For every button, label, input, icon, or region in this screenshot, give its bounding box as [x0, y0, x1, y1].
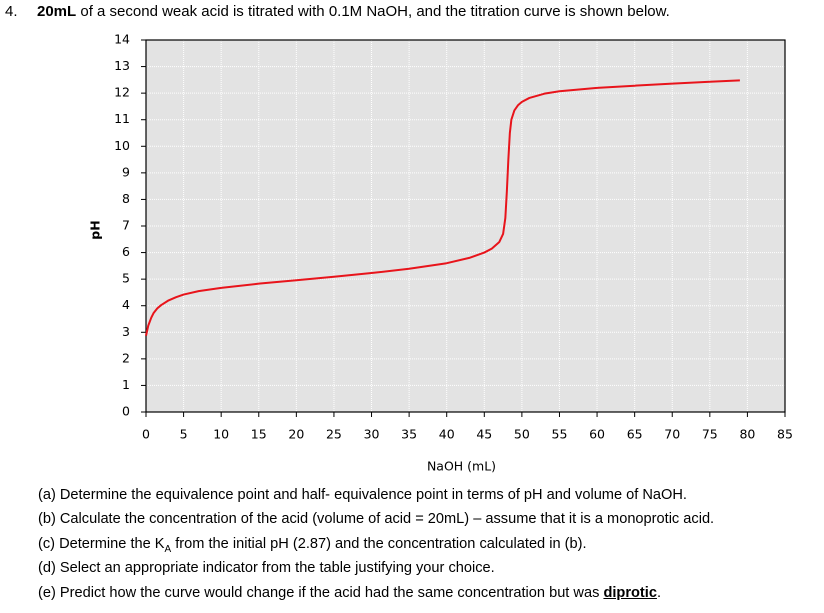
- y-tick-label: 5: [122, 271, 130, 286]
- x-tick-label: 85: [777, 427, 793, 442]
- part: (c) Determine the KA from the initial pH…: [38, 534, 714, 558]
- x-tick-label: 50: [514, 427, 530, 442]
- y-tick-label: 0: [122, 404, 130, 419]
- question: 4. 20mL of a second weak acid is titrated…: [5, 3, 670, 20]
- y-tick-label: 11: [114, 111, 130, 126]
- y-tick-label: 9: [122, 164, 130, 179]
- x-tick-label: 25: [326, 427, 342, 442]
- y-tick-label: 4: [122, 297, 130, 312]
- y-tick-label: 8: [122, 191, 130, 206]
- y-tick-label: 3: [122, 324, 130, 339]
- y-tick-label: 10: [114, 138, 130, 153]
- question-bold: 20mL: [37, 3, 77, 20]
- x-tick-label: 70: [664, 427, 680, 442]
- y-tick-label: 6: [122, 244, 130, 259]
- plot-area: [146, 40, 785, 412]
- part-sub: A: [164, 543, 172, 555]
- x-tick-label: 0: [142, 427, 150, 442]
- x-tick-label: 20: [288, 427, 304, 442]
- y-tick-label: 12: [114, 85, 130, 100]
- part: (a) Determine the equivalence point and …: [38, 485, 714, 509]
- part: (b) Calculate the concentration of the a…: [38, 509, 714, 533]
- question-number: 4.: [5, 3, 18, 20]
- part-text: .: [656, 584, 662, 601]
- x-tick-label: 5: [180, 427, 188, 442]
- part: (e) Predict how the curve would change i…: [38, 583, 714, 607]
- y-tick-label: 2: [122, 350, 130, 365]
- part-text: (d) Select an appropriate indicator from…: [38, 560, 495, 577]
- parts: (a) Determine the equivalence point and …: [38, 485, 714, 607]
- x-tick-label: 15: [251, 427, 267, 442]
- x-tick-label: 55: [552, 427, 568, 442]
- x-tick-label: 30: [364, 427, 380, 442]
- y-tick-label: 1: [122, 377, 130, 392]
- y-tick-label: 7: [122, 218, 130, 233]
- y-axis-label: pH: [88, 220, 103, 239]
- part: (d) Select an appropriate indicator from…: [38, 558, 714, 582]
- part-text: (b) Calculate the concentration of the a…: [38, 511, 715, 528]
- titration-curve: [145, 79, 740, 336]
- y-tick-label: 14: [114, 32, 130, 47]
- x-axis-label: NaOH (mL): [427, 459, 496, 474]
- part-text: (e) Predict how the curve would change i…: [38, 584, 604, 601]
- question-text: of a second weak acid is titrated with 0…: [76, 3, 670, 20]
- x-tick-label: 80: [739, 427, 755, 442]
- x-tick-label: 10: [213, 427, 229, 442]
- x-tick-label: 40: [439, 427, 455, 442]
- y-tick-label: 13: [114, 58, 130, 73]
- x-tick-label: 45: [476, 427, 492, 442]
- x-tick-label: 60: [589, 427, 605, 442]
- x-tick-label: 75: [702, 427, 718, 442]
- part-text: (c) Determine the K: [38, 535, 165, 552]
- plot-border: [145, 39, 786, 413]
- x-tick-label: 35: [401, 427, 417, 442]
- part-text: from the initial pH (2.87) and the conce…: [171, 535, 587, 552]
- part-text: (a) Determine the equivalence point and …: [38, 487, 687, 503]
- part-bold: diprotic: [603, 584, 657, 601]
- x-tick-label: 65: [627, 427, 643, 442]
